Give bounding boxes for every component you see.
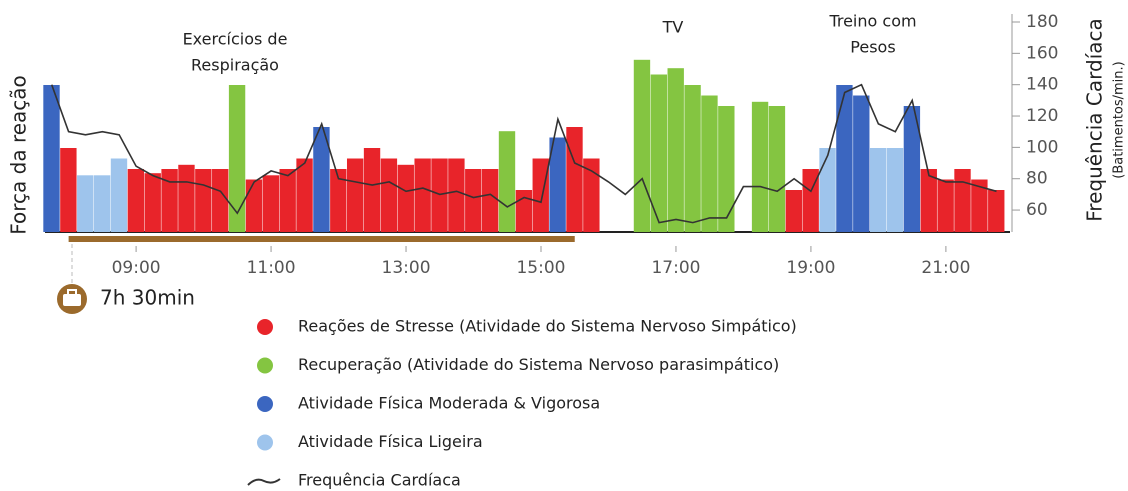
bar [650,74,668,232]
y2-tick-label: 160 [1026,43,1058,63]
bar [212,169,229,232]
legend-label: Atividade Física Ligeira [298,432,483,451]
bar [566,127,583,232]
bar [161,169,178,232]
bar [937,179,954,232]
bar [903,106,921,232]
bar [836,85,853,232]
y2-tick-label: 100 [1026,137,1058,157]
y2-tick-label: 120 [1026,106,1058,126]
bar [144,173,161,232]
x-tick-label: 19:00 [786,258,835,278]
bar [296,158,313,232]
x-tick-label: 21:00 [921,258,970,278]
annotation: TV [662,18,684,37]
bar [93,175,111,232]
briefcase [63,294,81,306]
work-period [68,236,575,242]
bar [920,169,937,232]
bar [178,164,195,232]
bar [448,158,465,232]
legend-label: Reações de Stresse (Atividade do Sistema… [298,317,797,336]
x-tick-label: 09:00 [112,258,161,278]
bar [110,158,128,232]
bar [785,190,802,232]
legend-label: Recuperação (Atividade do Sistema Nervos… [298,355,779,374]
x-tick-label: 11:00 [247,258,296,278]
bar [77,175,94,232]
bar [515,190,533,232]
y-axis-label: Força da reação [7,75,31,235]
bar [330,169,347,232]
bar [532,158,549,232]
bar [751,101,769,232]
bar [363,148,381,232]
bar [262,175,280,232]
annotation: Respiração [191,56,279,75]
bar [954,169,971,232]
y2-axis-label: Frequência Cardíaca [1083,18,1107,222]
annotation: Exercícios de [183,30,288,49]
bar [988,190,1005,232]
bar [718,106,735,232]
legend-swatch [257,396,273,412]
bar [313,127,330,232]
x-tick-label: 15:00 [516,258,565,278]
bar [431,158,448,232]
x-tick-label: 13:00 [382,258,431,278]
bar [228,85,246,232]
legend-line [247,478,281,486]
y2-axis-sublabel: (Batimentos/min.) [1112,61,1127,179]
annotation: Treino com [828,12,916,31]
bar [414,158,431,232]
bar [701,95,718,232]
y2-tick-label: 140 [1026,75,1058,95]
y2-tick-label: 60 [1026,200,1048,220]
bar [768,106,786,232]
legend-swatch [257,319,273,335]
annotation: Pesos [850,38,895,57]
work-duration: 7h 30min [100,286,195,310]
y2-tick-label: 80 [1026,169,1048,189]
briefcase-handle [67,289,77,296]
heart-rate-line [50,83,997,224]
bar [127,169,145,232]
bar [43,85,60,232]
bar [346,158,364,232]
bar [60,148,77,232]
bar [380,158,398,232]
bar [667,68,684,232]
bar [465,169,482,232]
bar [397,164,414,232]
legend-swatch [257,434,273,451]
bar [195,169,212,232]
bar [971,179,988,232]
x-tick-label: 17:00 [651,258,700,278]
bar [549,137,566,232]
bar [245,179,263,232]
y2-tick-label: 180 [1026,12,1058,32]
legend-label: Atividade Física Moderada & Vigorosa [298,394,600,413]
bar [853,95,870,232]
bar [886,148,904,232]
bar [583,158,600,232]
bar [498,131,516,232]
bar [819,148,836,232]
bar [633,59,651,232]
legend-swatch [257,357,273,374]
bar [684,85,701,232]
bar [481,169,499,232]
legend-label: Frequência Cardíaca [298,471,461,490]
bar [869,148,887,232]
bar [279,169,296,232]
